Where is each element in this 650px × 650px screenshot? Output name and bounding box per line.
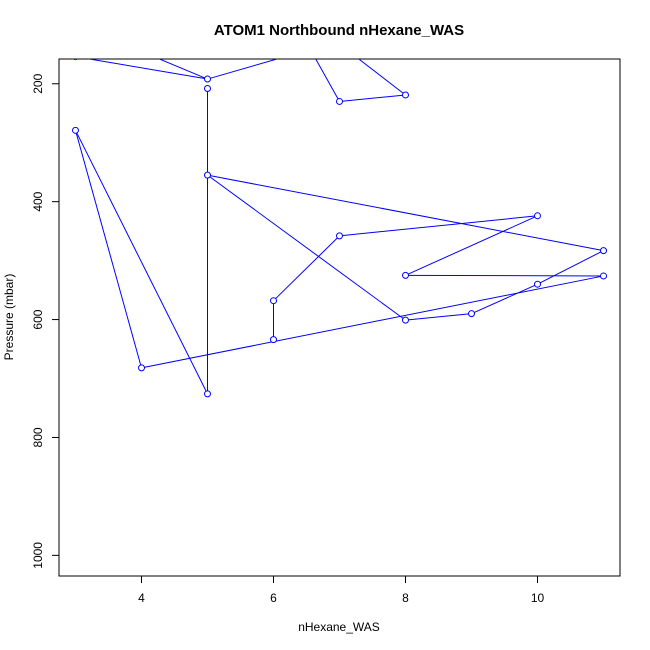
x-axis: 4 6 8 10: [138, 575, 545, 605]
data-point: [204, 84, 211, 92]
data-point: [204, 75, 211, 83]
series-line-segment: [471, 283, 538, 315]
data-point: [534, 280, 541, 288]
y-tick-label: 1000: [31, 542, 45, 569]
chart-title: ATOM1 Northbound nHexane_WAS: [214, 22, 464, 39]
plot-frame: [58, 58, 621, 577]
x-tick-label: 6: [270, 591, 277, 605]
series-line-segment: [405, 313, 472, 321]
data-point: [402, 271, 409, 279]
data-point: [270, 297, 277, 305]
data-point: [270, 336, 277, 344]
y-axis-label: Pressure (mbar): [2, 274, 16, 361]
y-tick-label: 400: [31, 191, 45, 211]
series-line-segment: [358, 59, 406, 96]
x-tick-label: 10: [531, 591, 545, 605]
series-line-segment: [207, 174, 604, 252]
series-line-segment: [207, 174, 406, 321]
series-line-segment: [158, 59, 208, 80]
data-point: [72, 126, 79, 134]
data-point: [72, 59, 79, 61]
y-tick-label: 200: [31, 73, 45, 93]
data-point: [402, 316, 409, 324]
data-point: [600, 247, 607, 255]
x-axis-label: nHexane_WAS: [298, 620, 380, 634]
series-line-segment: [207, 59, 279, 80]
x-tick-label: 4: [138, 591, 145, 605]
data-point: [204, 390, 211, 398]
series-line-segment: [405, 215, 538, 276]
data-point: [402, 91, 409, 99]
y-tick-label: 800: [31, 427, 45, 447]
y-axis: 200 400 600 800 1000: [31, 73, 60, 569]
series-line-segment: [339, 215, 538, 237]
y-tick-label: 600: [31, 309, 45, 329]
series-line-segment: [141, 275, 604, 369]
data-point: [310, 51, 316, 57]
series-line-segment: [86, 59, 208, 80]
series-line-segment: [537, 250, 604, 285]
data-point: [336, 97, 343, 105]
data-point: [204, 171, 211, 179]
x-tick-label: 8: [402, 591, 409, 605]
data-point: [336, 232, 343, 240]
series-lines: [75, 59, 604, 395]
data-point: [138, 364, 145, 372]
series-line-segment: [405, 274, 604, 277]
series-line-segment: [75, 130, 208, 395]
series-line-segment: [273, 235, 340, 302]
series-line-segment: [75, 130, 142, 369]
data-point: [468, 310, 475, 318]
series-line-segment: [315, 59, 340, 102]
series-line-segment: [339, 94, 406, 102]
data-point: [600, 272, 607, 280]
data-point: [534, 212, 541, 220]
series-points: [72, 51, 607, 398]
data-point: [290, 51, 296, 57]
